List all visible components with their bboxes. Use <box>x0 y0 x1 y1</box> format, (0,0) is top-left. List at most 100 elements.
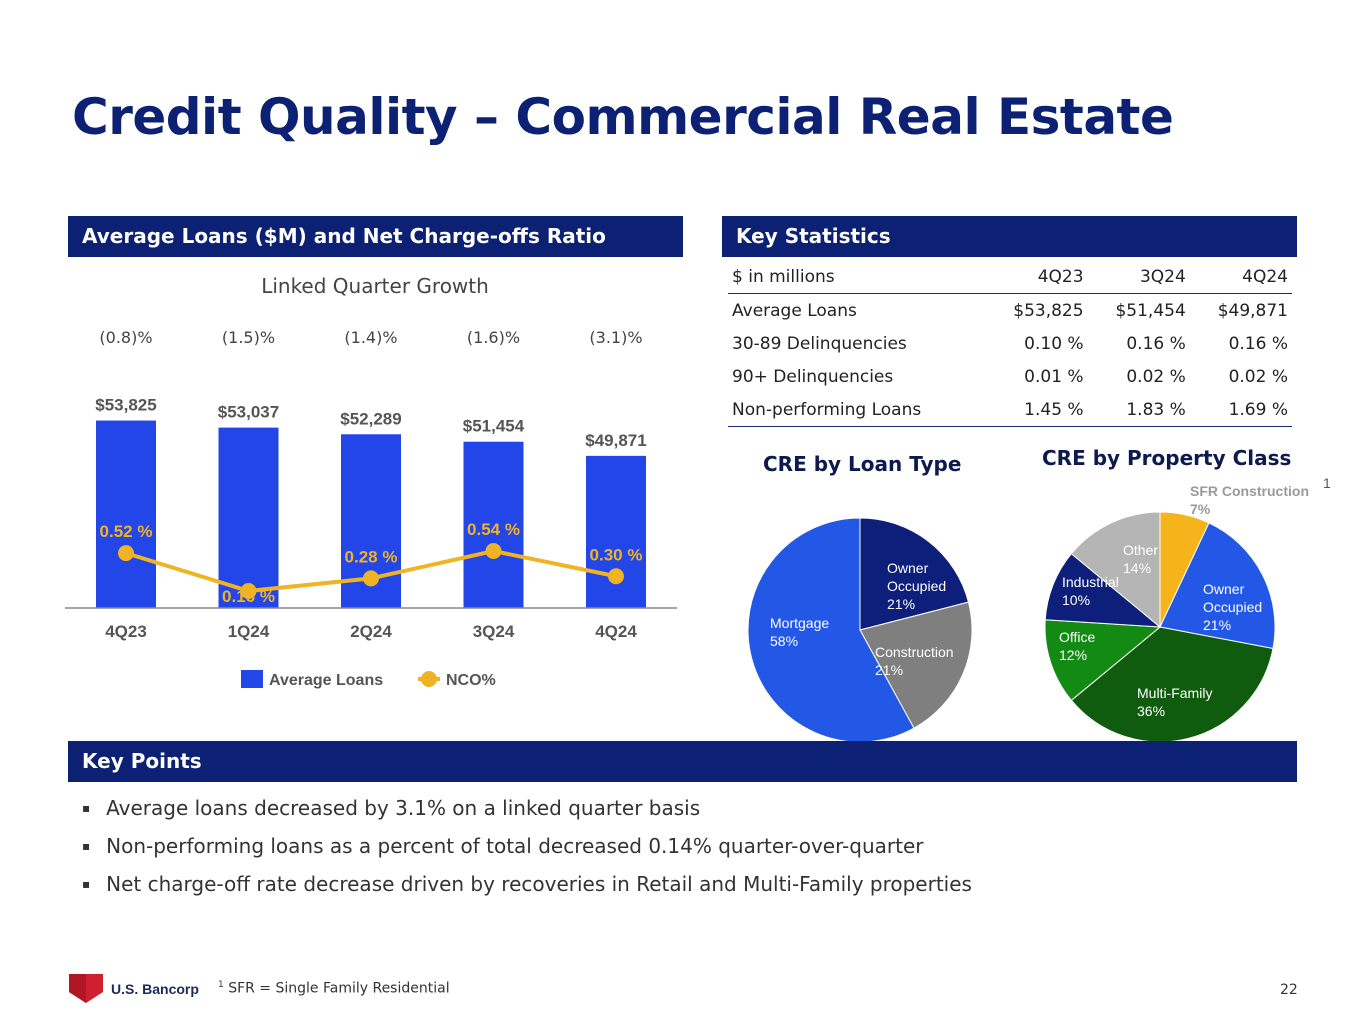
table-cell: 1.45 % <box>985 393 1088 427</box>
section-header-key-statistics: Key Statistics <box>722 216 1297 257</box>
bar <box>586 455 646 608</box>
average-loans-nco-chart: Linked Quarter Growth (0.8)% (1.5)% (1.4)%… <box>65 274 677 689</box>
list-item: Net charge-off rate decrease driven by r… <box>82 866 972 904</box>
table-row: 90+ Delinquencies 0.01 % 0.02 % 0.02 % <box>728 360 1292 393</box>
bar <box>96 420 156 608</box>
legend-label-average-loans: Average Loans <box>269 672 383 689</box>
chart-subtitle: Linked Quarter Growth <box>261 274 489 298</box>
list-item: Non-performing loans as a percent of tot… <box>82 828 972 866</box>
growth-label: (1.5)% <box>222 328 275 347</box>
pie-slice-label: Mortgage 58% <box>770 615 829 649</box>
nco-marker <box>118 545 134 562</box>
pie-slice <box>859 517 970 631</box>
table-row: Average Loans $53,825 $51,454 $49,871 <box>728 294 1292 328</box>
section-header-average-loans: Average Loans ($M) and Net Charge-offs R… <box>68 216 683 257</box>
pie-slice <box>1159 522 1276 650</box>
table-cell: $51,454 <box>1115 300 1186 321</box>
table-cell: $49,871 <box>1217 300 1288 321</box>
pie-chart-property-class: SFR Construction 7% Owner Occupied 21% Multi-… <box>1044 475 1331 743</box>
growth-label: (3.1)% <box>589 328 642 347</box>
table-cell: 0.16 % <box>1228 333 1288 354</box>
table-cell: 1.83 % <box>1087 393 1190 427</box>
pie-slice <box>1044 552 1162 628</box>
key-statistics-table: $ in millions 4Q23 3Q24 4Q24 Average Loa… <box>728 260 1292 427</box>
nco-value-label: 0.52 % <box>100 522 153 541</box>
pie-chart-loan-type: Owner Occupied 21% Construction 21% Mortgage 5… <box>747 517 973 743</box>
table-cell: 0.16 % <box>1126 333 1186 354</box>
pie-slice <box>859 601 973 729</box>
table-cell: 0.10 % <box>1024 333 1084 354</box>
legend-label-nco: NCO% <box>446 672 496 689</box>
table-header-row: $ in millions 4Q23 3Q24 4Q24 <box>728 260 1292 294</box>
x-tick-label: 4Q24 <box>595 622 637 641</box>
bar-value-label: $53,825 <box>95 396 156 415</box>
shield-icon <box>69 974 103 1003</box>
usbancorp-logo: U.S. Bancorp <box>68 972 203 1004</box>
nco-value-label: 0.30 % <box>590 545 643 564</box>
pie-slice-label: Owner Occupied 21% <box>1203 581 1262 633</box>
table-cell: 1.69 % <box>1189 393 1292 427</box>
x-tick-label: 1Q24 <box>228 622 270 641</box>
column-header: $ in millions <box>728 260 986 294</box>
page-title: Credit Quality – Commercial Real Estate <box>72 88 1174 146</box>
nco-value-label: 0.54 % <box>467 520 520 539</box>
table-cell: 0.01 % <box>1024 366 1084 387</box>
footnote-marker: 1 <box>218 980 224 990</box>
nco-marker <box>608 568 624 585</box>
x-tick-labels: 4Q23 1Q24 2Q24 3Q24 4Q24 <box>105 622 637 641</box>
pie-title-property-class: CRE by Property Class <box>1042 446 1292 470</box>
pie-slice-label: Industrial 10% <box>1062 574 1119 608</box>
footnote-text: SFR = Single Family Residential <box>228 980 450 997</box>
x-tick-label: 4Q23 <box>105 622 147 641</box>
logo-wordmark: U.S. Bancorp <box>111 981 199 997</box>
growth-label: (1.6)% <box>467 328 520 347</box>
column-header: 4Q23 <box>985 260 1088 294</box>
growth-label: (0.8)% <box>99 328 152 347</box>
pie-slice-label: SFR Construction 7% <box>1190 483 1309 517</box>
table-row: 30-89 Delinquencies 0.10 % 0.16 % 0.16 % <box>728 327 1292 360</box>
pie-slice-label: Owner Occupied 21% <box>887 560 946 612</box>
pie-slice <box>1070 626 1274 743</box>
nco-value-label: 0.16 % <box>222 587 275 606</box>
bar-value-label: $53,037 <box>218 403 279 422</box>
pie-slice-label: Other 14% <box>1123 542 1158 576</box>
legend-swatch-nco-marker <box>421 671 437 687</box>
column-header: 4Q24 <box>1189 260 1292 294</box>
bar-value-labels: $53,825 $53,037 $52,289 $51,454 $49,871 <box>95 396 646 450</box>
table-row: Non-performing Loans 1.45 % 1.83 % 1.69 … <box>728 393 1292 427</box>
growth-label: (1.4)% <box>344 328 397 347</box>
x-tick-label: 3Q24 <box>473 622 515 641</box>
pie-slice-label: Multi-Family 36% <box>1137 685 1212 719</box>
bar <box>218 427 279 608</box>
pie-slice <box>1044 619 1162 702</box>
bar <box>463 441 524 608</box>
nco-value-label: 0.28 % <box>345 547 398 566</box>
nco-labels: 0.52 % 0.16 % 0.28 % 0.54 % 0.30 % <box>100 520 643 606</box>
pie-slice <box>1070 511 1161 629</box>
row-label: 90+ Delinquencies <box>732 366 894 387</box>
bar-value-label: $51,454 <box>463 417 525 436</box>
bar-value-label: $49,871 <box>585 431 646 450</box>
growth-labels: (0.8)% (1.5)% (1.4)% (1.6)% (3.1)% <box>99 328 642 347</box>
column-header: 3Q24 <box>1087 260 1190 294</box>
pie-slice-label: Office 12% <box>1059 629 1096 663</box>
table-cell: 0.02 % <box>1126 366 1186 387</box>
pie-title-footnote-marker: 1 <box>1323 475 1331 491</box>
row-label: Non-performing Loans <box>728 393 986 427</box>
nco-marker <box>485 543 502 559</box>
list-item: Average loans decreased by 3.1% on a lin… <box>82 790 972 828</box>
section-header-key-points: Key Points <box>68 741 1297 782</box>
nco-marker <box>240 583 257 599</box>
legend-swatch-average-loans <box>241 670 263 688</box>
chart-legend: Average Loans NCO% <box>241 670 496 689</box>
x-tick-label: 2Q24 <box>350 622 392 641</box>
table-cell: 0.02 % <box>1228 366 1288 387</box>
row-label: Average Loans <box>732 300 857 321</box>
nco-markers <box>118 543 624 599</box>
key-points-list: Average loans decreased by 3.1% on a lin… <box>82 790 972 904</box>
table-cell: $53,825 <box>1013 300 1084 321</box>
pie-title-loan-type: CRE by Loan Type <box>763 452 962 476</box>
row-label: 30-89 Delinquencies <box>732 333 907 354</box>
page-number: 22 <box>1280 982 1298 998</box>
bar-value-label: $52,289 <box>340 409 401 428</box>
